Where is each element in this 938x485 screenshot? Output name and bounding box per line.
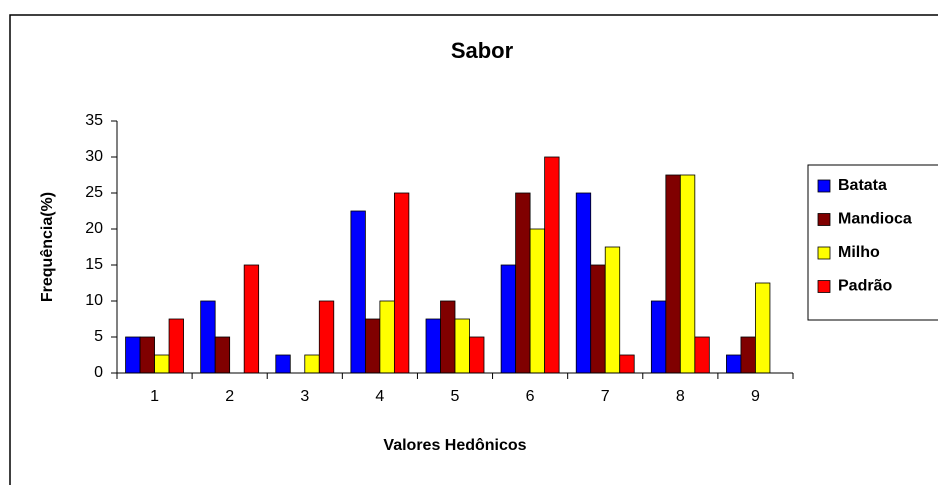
bar xyxy=(440,300,456,374)
bar xyxy=(575,192,592,374)
legend-label: Mandioca xyxy=(838,211,912,228)
y-tick-label: 10 xyxy=(85,292,103,309)
bar xyxy=(619,354,635,374)
bar xyxy=(200,300,216,374)
bar xyxy=(604,246,621,374)
bar xyxy=(694,336,710,374)
x-tick-label: 1 xyxy=(150,388,159,405)
bar xyxy=(243,264,260,374)
bar xyxy=(529,228,546,374)
bar xyxy=(393,192,410,374)
bar xyxy=(679,174,696,374)
x-tick-label: 6 xyxy=(526,388,535,405)
y-tick-label: 20 xyxy=(85,220,103,237)
y-tick-label: 30 xyxy=(85,148,103,165)
chart-title: Sabor xyxy=(451,38,514,63)
legend-label: Batata xyxy=(838,177,887,194)
legend-swatch xyxy=(817,246,831,260)
bar xyxy=(304,354,320,374)
bar xyxy=(755,282,771,374)
legend-label: Padrão xyxy=(838,278,892,295)
legend-swatch xyxy=(817,280,831,293)
x-tick-label: 9 xyxy=(751,388,760,405)
bar xyxy=(590,264,606,374)
bar xyxy=(214,336,231,374)
x-tick-label: 8 xyxy=(676,388,685,405)
bar xyxy=(665,174,681,374)
bar xyxy=(454,318,470,374)
y-tick-label: 5 xyxy=(94,328,103,345)
bar xyxy=(168,318,184,374)
bar xyxy=(318,300,335,374)
y-tick-label: 15 xyxy=(85,256,103,273)
bar xyxy=(154,354,170,374)
bar xyxy=(544,156,560,374)
x-axis-label: Valores Hedônicos xyxy=(383,437,526,454)
bar xyxy=(515,192,531,374)
bar xyxy=(275,354,291,374)
bar xyxy=(139,336,155,374)
y-tick-label: 0 xyxy=(94,364,103,381)
bar xyxy=(425,318,441,374)
bar xyxy=(650,300,667,374)
legend-swatch xyxy=(817,179,831,193)
legend-label: Milho xyxy=(838,244,880,261)
x-tick-label: 4 xyxy=(375,388,384,405)
bar xyxy=(125,336,141,374)
x-tick-label: 3 xyxy=(300,388,309,405)
legend-swatch xyxy=(817,213,831,226)
bar xyxy=(726,354,742,374)
chart-frame xyxy=(9,14,938,485)
bar xyxy=(740,336,756,374)
y-axis-label: Frequência(%) xyxy=(39,192,56,302)
bar xyxy=(469,336,485,374)
x-tick-label: 7 xyxy=(601,388,610,405)
y-tick-label: 25 xyxy=(85,184,103,201)
bar xyxy=(379,300,395,374)
x-tick-label: 5 xyxy=(451,388,460,405)
x-tick-label: 2 xyxy=(225,388,234,405)
y-tick-label: 35 xyxy=(85,112,103,129)
bar xyxy=(500,264,517,374)
bar xyxy=(350,210,366,374)
bar xyxy=(364,318,381,374)
